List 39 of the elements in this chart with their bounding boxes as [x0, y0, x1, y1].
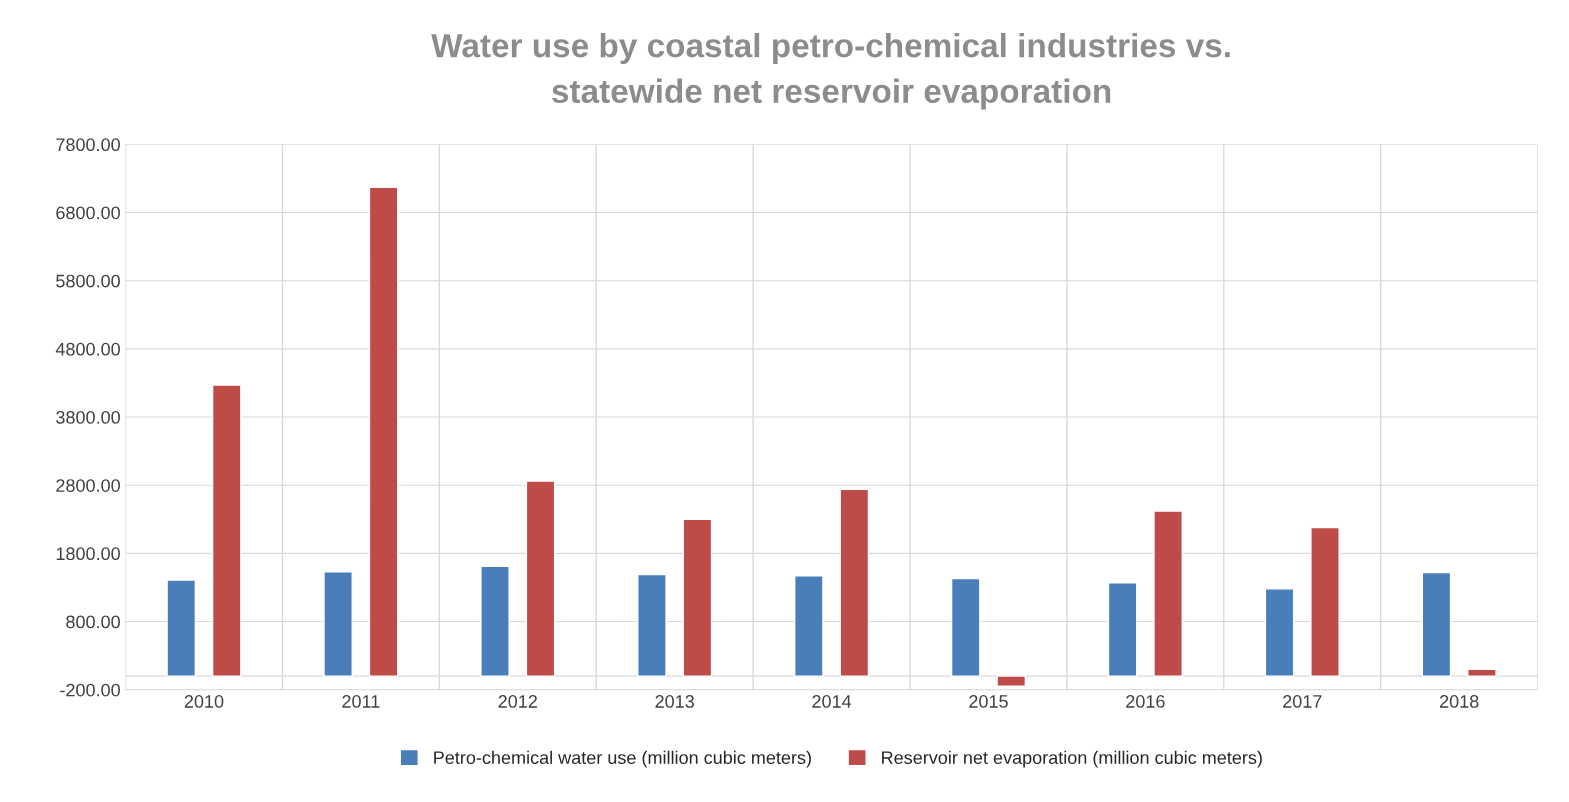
bar: [996, 675, 1027, 688]
y-tick-label: 800.00: [66, 615, 120, 629]
bar: [1421, 571, 1452, 677]
y-tick-label: 3800.00: [56, 410, 120, 424]
x-tick-label: 2016: [1126, 695, 1165, 708]
y-tick-label: 2800.00: [56, 479, 120, 492]
y-tick-label: 4800.00: [55, 342, 120, 356]
bar: [682, 518, 713, 677]
bar: [1310, 526, 1340, 677]
bar: [950, 577, 981, 677]
x-tick-label: 2010: [184, 695, 224, 708]
bar: [1467, 668, 1497, 677]
x-tick-label: 2015: [969, 695, 1008, 708]
x-tick-label: 2018: [1440, 695, 1479, 708]
bar: [1107, 581, 1138, 677]
y-tick-label: 5800.00: [56, 274, 120, 288]
y-tick-label: 7800.00: [56, 138, 120, 152]
legend-label: Reservoir net evaporation (million cubic meters): [882, 750, 1262, 768]
bar: [323, 571, 353, 677]
bar: [1153, 510, 1183, 677]
y-tick-label: -200.00: [60, 683, 120, 697]
y-tick-label: 1800.00: [56, 547, 120, 561]
bar: [794, 575, 824, 677]
x-tick-label: 2014: [812, 695, 852, 708]
bar: [166, 579, 197, 677]
bar: [1264, 588, 1295, 677]
x-tick-label: 2013: [655, 695, 694, 708]
chart-title: Water use by coastal petro-chemical industries vs. statewide net reservoir evaporation: [431, 32, 1230, 110]
legend-label: Petro-chemical water use (million cubic meters): [434, 750, 811, 768]
bar: [637, 573, 667, 677]
x-tick-label: 2017: [1283, 695, 1322, 708]
bar: [480, 565, 510, 677]
x-tick-label: 2012: [498, 695, 537, 708]
bar: [368, 186, 399, 677]
x-tick-label: 2011: [342, 695, 380, 708]
y-tick-label: 6800.00: [56, 206, 120, 220]
bar: [839, 488, 870, 677]
bar: [525, 480, 556, 677]
bar: [211, 384, 242, 677]
